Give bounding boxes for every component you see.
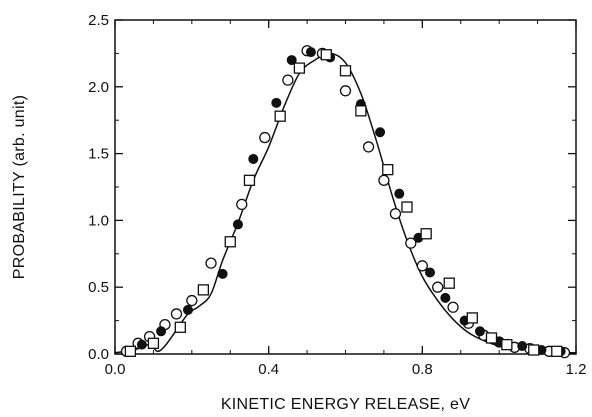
tick-labels: 0.0 0.4 0.8 1.2 0.0 0.5 1.0 1.5 2.0 2.5 <box>88 12 586 378</box>
open-circle-point <box>339 85 352 97</box>
filled-circle-point <box>474 326 485 337</box>
open-square-point <box>124 345 137 357</box>
x-axis-title: KINETIC ENERGY RELEASE, eV <box>221 396 470 413</box>
open-square-point <box>355 105 367 117</box>
open-circle-point <box>416 260 428 272</box>
open-square-point <box>274 110 286 122</box>
series-layer <box>114 45 577 359</box>
open-square-point <box>339 65 352 77</box>
filled-circle-point <box>425 267 436 278</box>
open-circle-point <box>405 237 417 249</box>
filled-circle-point <box>394 188 405 199</box>
y-tick-label: 0.0 <box>88 346 109 363</box>
open-circle-point <box>186 294 198 307</box>
y-axis-title: PROBABILITY (arb. unit) <box>11 95 28 279</box>
y-tick-label: 0.5 <box>88 279 109 296</box>
open-circle-point <box>362 141 375 153</box>
filled-circle-point <box>305 47 316 58</box>
filled-circle-point <box>232 219 243 230</box>
open-square-point <box>443 277 455 289</box>
filled-circle-point <box>156 326 167 337</box>
filled-circle-point <box>136 339 147 350</box>
open-square-point <box>320 49 332 61</box>
open-circle-point <box>170 308 183 320</box>
open-square-point <box>551 345 563 357</box>
open-square-point <box>224 236 236 248</box>
x-tick-label: 0.0 <box>105 361 126 378</box>
y-tick-label: 1.5 <box>88 146 109 163</box>
open-square-point <box>243 174 256 186</box>
filled-circle-point <box>517 340 528 351</box>
axis-ticks <box>114 19 577 355</box>
open-square-point <box>382 163 394 176</box>
open-square-point <box>420 228 432 240</box>
open-square-point <box>197 284 210 296</box>
filled-circle-point <box>248 153 259 164</box>
filled-circle-point <box>440 292 451 303</box>
filled-circle-point <box>375 127 386 138</box>
y-tick-label: 2.0 <box>88 79 109 96</box>
x-tick-label: 0.4 <box>258 361 279 378</box>
open-circle-point <box>236 198 248 211</box>
filled-circle-point <box>182 304 193 315</box>
open-square-point <box>466 312 478 324</box>
open-square-point <box>174 321 186 333</box>
open-square-point <box>147 337 160 349</box>
x-tick-label: 0.8 <box>412 361 433 378</box>
filled-circle-point <box>217 268 228 279</box>
open-square-point <box>401 201 413 213</box>
open-circle-point <box>432 281 444 293</box>
open-circle-point <box>378 174 390 186</box>
open-circle-point <box>259 131 271 144</box>
open-square-point <box>501 338 513 351</box>
open-circle-point <box>389 208 402 220</box>
open-circle-point <box>282 74 294 86</box>
filled-circle-point <box>286 55 297 66</box>
y-tick-label: 2.5 <box>88 12 109 29</box>
filled-circle-point <box>271 97 282 108</box>
open-circle-point <box>205 257 217 269</box>
open-circle-point <box>447 301 459 313</box>
open-square-point <box>485 332 498 344</box>
y-tick-label: 1.0 <box>88 212 109 229</box>
x-tick-label: 1.2 <box>566 361 587 378</box>
open-square-point <box>293 62 306 74</box>
open-square-point <box>528 344 540 356</box>
